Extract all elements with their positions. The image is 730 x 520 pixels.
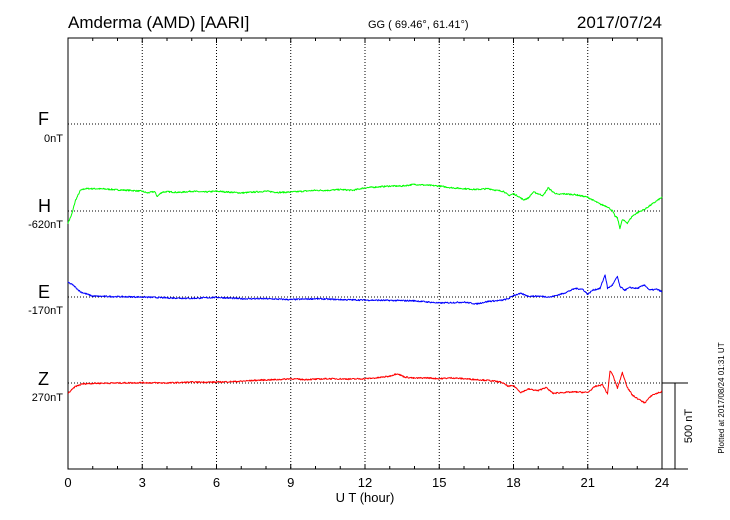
x-tick-label: 21 [581, 475, 595, 490]
chart-date: 2017/07/24 [577, 13, 662, 32]
station-coordinates: GG ( 69.46°, 61.41°) [368, 19, 469, 31]
x-tick-label: 18 [506, 475, 520, 490]
x-tick-label: 9 [287, 475, 294, 490]
trace-e [67, 274, 663, 305]
x-tick-label: 24 [655, 475, 669, 490]
scale-bar-label: 500 nT [683, 409, 695, 444]
baseline-label-e: -170nT [28, 305, 63, 317]
trace-h [67, 183, 663, 230]
component-label-f: F [38, 109, 49, 129]
component-label-z: Z [38, 369, 49, 389]
component-label-h: H [38, 196, 51, 216]
scale-bar [662, 382, 688, 470]
baseline-label-h: -620nT [28, 219, 63, 231]
x-tick-label: 6 [213, 475, 220, 490]
x-axis-label: U T (hour) [336, 490, 395, 505]
component-label-e: E [38, 282, 50, 302]
x-tick-label: 3 [139, 475, 146, 490]
x-tick-label: 0 [64, 475, 71, 490]
station-title: Amderma (AMD) [AARI] [68, 13, 249, 32]
x-tick-layer: 0 3 6 9 12 15 18 21 24 [64, 38, 669, 490]
plotted-timestamp: Plotted at 2017/08/24 01:31 UT [717, 342, 726, 453]
x-tick-label: 15 [432, 475, 446, 490]
trace-layer [67, 183, 663, 404]
trace-z [68, 370, 662, 404]
grid-layer [68, 38, 662, 469]
baseline-label-z: 270nT [32, 392, 63, 404]
baseline-label-f: 0nT [44, 133, 63, 145]
x-tick-label: 12 [358, 475, 372, 490]
